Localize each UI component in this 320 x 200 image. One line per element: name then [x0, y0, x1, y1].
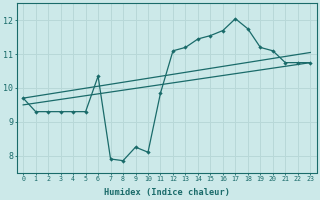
X-axis label: Humidex (Indice chaleur): Humidex (Indice chaleur) [104, 188, 230, 197]
